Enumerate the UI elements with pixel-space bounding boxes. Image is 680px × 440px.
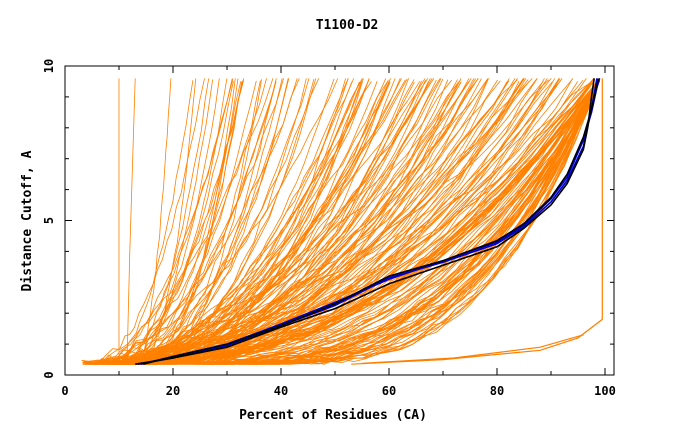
model-curve — [106, 80, 194, 365]
model-curve — [103, 78, 433, 365]
model-curve — [92, 78, 234, 364]
model-curve — [143, 79, 600, 365]
highlight-curve — [135, 78, 595, 365]
model-curve — [169, 78, 600, 365]
model-curve — [97, 78, 401, 365]
model-curve — [125, 79, 213, 364]
model-curve — [85, 81, 592, 365]
model-curve — [120, 78, 475, 365]
model-curve — [86, 78, 300, 365]
model-curve — [82, 78, 205, 365]
model-curve — [194, 78, 600, 365]
model-curve — [180, 78, 600, 365]
y-tick-label: 0 — [42, 371, 56, 378]
model-curve — [186, 78, 600, 365]
model-curves — [81, 78, 603, 365]
model-curve — [240, 78, 600, 365]
model-curve — [135, 80, 243, 365]
model-curve — [100, 80, 234, 365]
model-curve — [165, 78, 600, 365]
x-axis-label: Percent of Residues (CA) — [239, 408, 427, 423]
model-curve — [82, 78, 595, 365]
model-curve — [107, 81, 595, 365]
x-axis-ticks: 0 20 40 60 80 100 — [61, 66, 616, 398]
model-curve — [123, 78, 600, 365]
x-tick-label: 40 — [274, 384, 288, 398]
model-curve — [351, 78, 603, 365]
highlighted-curves — [135, 78, 601, 365]
model-curve — [95, 78, 595, 365]
model-curve — [107, 78, 525, 365]
model-curve — [93, 78, 284, 365]
model-curve — [87, 78, 245, 365]
x-tick-label: 0 — [61, 384, 68, 398]
chart-title: T1100-D2 — [316, 18, 379, 33]
y-tick-label: 10 — [42, 59, 56, 73]
model-curve — [83, 78, 274, 365]
model-curve — [230, 78, 600, 365]
x-tick-label: 60 — [382, 384, 396, 398]
model-curve — [361, 334, 584, 364]
model-curve — [110, 81, 462, 365]
model-curve — [141, 79, 262, 364]
x-tick-label: 100 — [594, 384, 616, 398]
model-curve — [130, 78, 600, 365]
model-curve — [116, 78, 560, 365]
highlight-curve — [143, 78, 600, 365]
model-curve — [138, 78, 172, 363]
y-axis-label: Distance Cutoff, A — [20, 150, 35, 291]
model-curve — [104, 78, 552, 365]
model-curve — [106, 78, 228, 365]
model-curve — [82, 79, 453, 365]
model-curve — [110, 81, 372, 365]
x-tick-label: 80 — [490, 384, 504, 398]
x-tick-label: 20 — [166, 384, 180, 398]
model-curve — [222, 78, 600, 365]
y-tick-label: 5 — [42, 217, 56, 224]
y-axis-ticks: 0 5 10 — [42, 59, 614, 379]
model-curve — [126, 78, 136, 360]
